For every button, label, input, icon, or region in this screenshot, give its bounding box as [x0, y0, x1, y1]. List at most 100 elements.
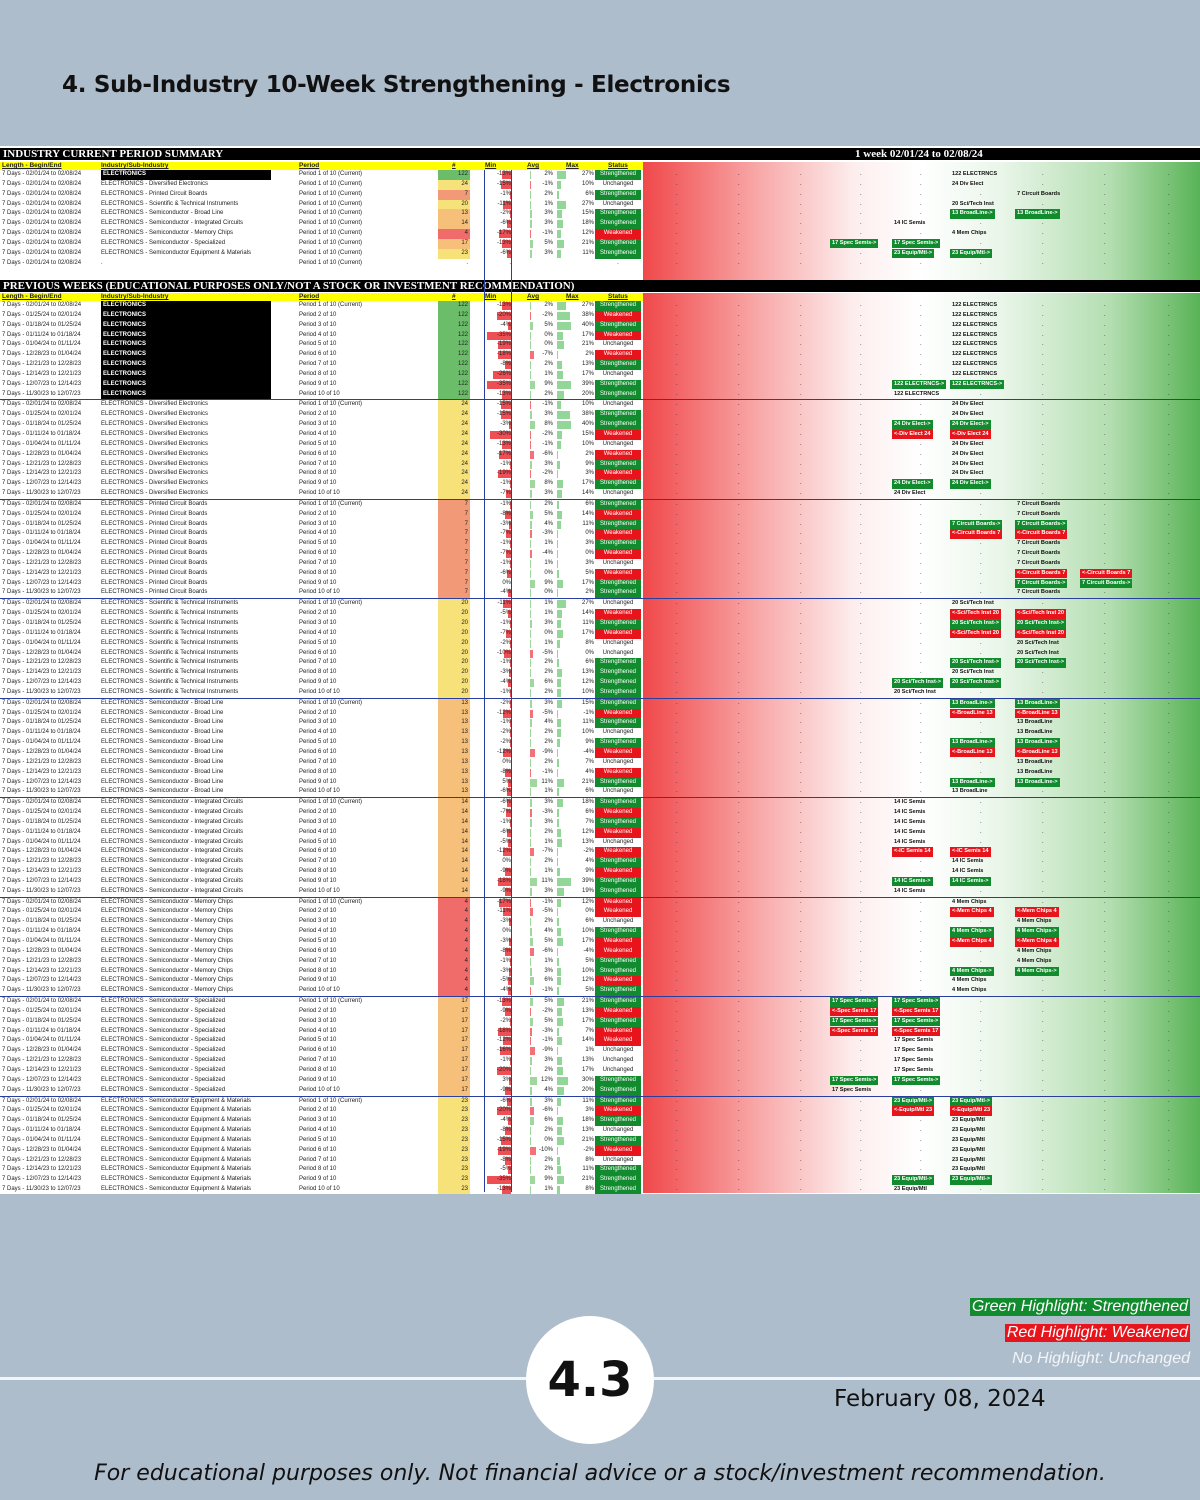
- empty-cell: .: [980, 1156, 982, 1163]
- empty-cell: .: [676, 200, 678, 207]
- row-max: 6%: [585, 809, 594, 816]
- legend-none: No Highlight: Unchanged: [1012, 1350, 1190, 1367]
- empty-cell: .: [1104, 918, 1106, 925]
- avg-bar: [530, 610, 531, 619]
- empty-cell: .: [738, 331, 740, 338]
- empty-cell: .: [1168, 530, 1170, 537]
- row-period: Period 7 of 10: [299, 957, 337, 964]
- row-length: 7 Days - 01/18/24 to 01/25/24: [2, 321, 82, 328]
- empty-cell: .: [1104, 768, 1106, 775]
- row-min: -10%: [496, 649, 511, 656]
- row-avg: 3%: [544, 818, 553, 825]
- empty-cell: .: [676, 341, 678, 348]
- empty-cell: .: [676, 249, 678, 256]
- row-industry: ELECTRONICS - Scientific & Technical Ins…: [101, 679, 239, 686]
- row-status: Unchanged: [602, 729, 634, 736]
- row-min: -8%: [500, 1127, 511, 1134]
- row-max: 0%: [585, 649, 594, 656]
- row-avg: 0%: [544, 1136, 553, 1143]
- row-max: 2%: [585, 589, 594, 596]
- row-status: Strengthened: [595, 479, 641, 490]
- empty-cell: .: [980, 809, 982, 816]
- empty-cell: .: [800, 629, 802, 636]
- table-row: 7 Days - 12/07/23 to 12/14/23 ELECTRONICS…: [0, 1075, 1200, 1086]
- strength-label: 17 Spec Semis->: [830, 238, 879, 249]
- max-bar: [557, 1076, 568, 1085]
- avg-bar: [530, 938, 533, 946]
- row-industry: ELECTRONICS - Printed Circuit Boards: [101, 569, 208, 576]
- empty-cell: .: [676, 1166, 678, 1173]
- row-status: Strengthened: [595, 578, 641, 589]
- strength-label: <-Circuit Boards 7: [950, 529, 1003, 539]
- empty-cell: .: [800, 967, 802, 974]
- empty-cell: .: [860, 887, 862, 894]
- row-period: Period 2 of 10: [299, 709, 337, 716]
- empty-cell: .: [738, 1097, 740, 1104]
- table-row: 7 Days - 12/21/23 to 12/28/23 ELECTRONICS…: [0, 1056, 1200, 1066]
- empty-cell: .: [1104, 778, 1106, 785]
- empty-cell: .: [920, 589, 922, 596]
- empty-cell: .: [800, 809, 802, 816]
- empty-cell: .: [800, 778, 802, 785]
- row-min: -13%: [496, 1186, 511, 1193]
- strength-label: 20 Sci/Tech Inst: [952, 200, 994, 207]
- max-bar: [557, 768, 559, 777]
- empty-cell: .: [676, 520, 678, 527]
- empty-cell: .: [800, 530, 802, 537]
- empty-cell: .: [800, 688, 802, 695]
- row-avg: -9%: [542, 748, 553, 755]
- row-length: 7 Days - 12/14/23 to 12/21/23: [2, 1066, 82, 1073]
- table-row: 7 Days - 12/28/23 to 01/04/24 ELECTRONICS…: [0, 1046, 1200, 1057]
- empty-cell: .: [860, 480, 862, 487]
- table-row: 7 Days - 12/28/23 to 01/04/24 ELECTRONICS…: [0, 847, 1200, 858]
- strength-label: 13 BroadLine: [1017, 768, 1053, 775]
- row-industry: ELECTRONICS - Diversified Electronics: [101, 401, 209, 408]
- empty-cell: .: [1104, 1086, 1106, 1093]
- empty-cell: .: [738, 190, 740, 197]
- empty-cell: .: [676, 987, 678, 994]
- empty-cell: .: [738, 171, 740, 177]
- avg-bar: [530, 1117, 534, 1126]
- strength-label: 17 Spec Semis->: [830, 1075, 879, 1086]
- empty-cell: .: [1042, 838, 1044, 845]
- min-bar: [505, 947, 511, 956]
- row-count: 122: [438, 301, 470, 311]
- empty-cell: .: [1042, 249, 1044, 256]
- row-avg: 1%: [544, 200, 553, 207]
- row-status: Weakened: [595, 469, 641, 480]
- min-bar: [510, 620, 511, 628]
- table-row: 7 Days - 02/01/24 to 02/08/24 ELECTRONICS…: [0, 170, 1200, 180]
- strength-label: 20 Sci/Tech Inst->: [1015, 619, 1066, 629]
- empty-cell: .: [676, 450, 678, 457]
- row-length: 7 Days - 01/11/24 to 01/18/24: [2, 729, 81, 736]
- min-bar: [497, 1107, 511, 1116]
- empty-cell: .: [920, 401, 922, 408]
- legend-red: Red Highlight: Weakened: [1004, 1324, 1190, 1342]
- empty-cell: .: [1168, 629, 1170, 636]
- table-row: 7 Days - 12/21/23 to 12/28/23 ELECTRONICS…: [0, 558, 1200, 569]
- empty-cell: .: [980, 669, 982, 676]
- row-avg: -1%: [542, 401, 553, 408]
- row-count: 20: [438, 648, 470, 659]
- empty-cell: .: [738, 1146, 740, 1153]
- empty-cell: .: [676, 967, 678, 974]
- strength-label: 14 IC Semis: [952, 868, 984, 875]
- row-status: Strengthened: [595, 1085, 641, 1096]
- empty-cell: .: [738, 600, 740, 607]
- avg-bar: [530, 639, 531, 648]
- empty-cell: .: [1168, 768, 1170, 775]
- empty-cell: .: [920, 460, 922, 467]
- empty-cell: .: [676, 768, 678, 775]
- avg-bar: [530, 947, 534, 956]
- empty-cell: .: [800, 938, 802, 944]
- empty-cell: .: [860, 1097, 862, 1104]
- row-max: 21%: [581, 998, 594, 1005]
- row-max: 11%: [582, 620, 594, 626]
- empty-cell: .: [800, 918, 802, 925]
- row-min: 0%: [502, 579, 511, 586]
- empty-cell: .: [860, 520, 862, 527]
- max-bar: [557, 390, 564, 399]
- strength-label: <-Circuit Boards 7: [1015, 568, 1068, 579]
- row-period: Period 10 of 10: [299, 688, 340, 695]
- avg-bar: [530, 788, 531, 797]
